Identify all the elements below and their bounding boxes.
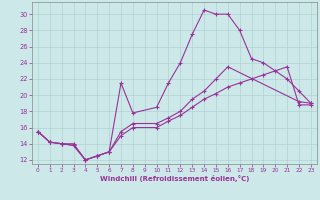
X-axis label: Windchill (Refroidissement éolien,°C): Windchill (Refroidissement éolien,°C)	[100, 175, 249, 182]
